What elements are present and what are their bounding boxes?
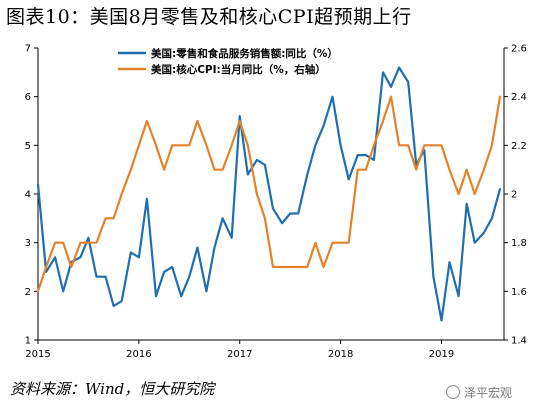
left-tick-label: 6 xyxy=(25,92,31,103)
retail-sales-series-line xyxy=(36,66,502,322)
chart-axes: 1 2 3 4 5 6 7 1.4 1.6 1.8 2 2.2 2.4 2.6 2015 2016 2017 20… xyxy=(25,44,527,361)
right-tick-label: 2 xyxy=(511,190,517,201)
legend-label: 美国:核心CPI:当月同比（%，右轴） xyxy=(151,63,326,76)
series-layer xyxy=(36,66,502,322)
x-tick-label: 2019 xyxy=(429,349,454,360)
left-tick-label: 2 xyxy=(25,287,31,298)
x-tick-label: 2016 xyxy=(126,349,151,360)
core-cpi-series-line xyxy=(36,95,502,293)
right-tick-label: 2.4 xyxy=(511,92,527,103)
chart-title: 图表10：美国8月零售及和核心CPI超预期上行 xyxy=(6,6,412,28)
legend-label: 美国:零售和食品服务销售额:同比（%） xyxy=(151,47,338,60)
watermark-text: 泽平宏观 xyxy=(464,386,513,400)
right-tick-label: 1.8 xyxy=(511,238,527,249)
right-tick-label: 1.6 xyxy=(511,287,527,298)
watermark: 泽平宏观 xyxy=(446,384,512,401)
source-note: 资料来源：Wind，恒大研究院 xyxy=(10,380,215,398)
right-tick-label: 2.6 xyxy=(511,44,527,55)
left-tick-label: 5 xyxy=(25,141,31,152)
x-tick-label: 2015 xyxy=(25,349,50,360)
right-tick-label: 1.4 xyxy=(511,336,527,347)
left-tick-label: 7 xyxy=(25,44,31,55)
x-tick-label: 2017 xyxy=(227,349,252,360)
chart-legend: 美国:零售和食品服务销售额:同比（%） 美国:核心CPI:当月同比（%，右轴） xyxy=(118,47,338,76)
right-tick-label: 2.2 xyxy=(511,141,527,152)
left-tick-label: 3 xyxy=(25,238,31,249)
x-tick-label: 2018 xyxy=(328,349,353,360)
left-tick-label: 4 xyxy=(25,190,31,201)
wechat-logo-icon xyxy=(446,385,460,399)
left-tick-label: 1 xyxy=(25,336,31,347)
